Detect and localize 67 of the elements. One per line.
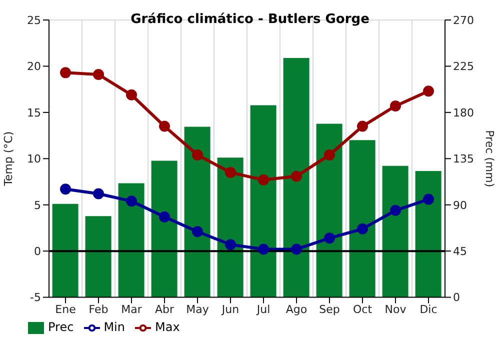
- point: [258, 174, 269, 186]
- y-tick-label: 15: [27, 106, 41, 120]
- point: [159, 120, 170, 132]
- point: [324, 149, 335, 160]
- y2-tick-label: 45: [453, 244, 467, 258]
- x-tick-label: Oct: [352, 303, 373, 316]
- bar: [316, 124, 342, 298]
- x-tick-label: May: [186, 303, 210, 316]
- point: [93, 188, 104, 200]
- point: [126, 89, 137, 100]
- point: [291, 170, 302, 182]
- y-axis-title: Temp (°C): [2, 131, 15, 187]
- x-tick-label: Jun: [220, 303, 240, 316]
- x-tick-label: Dic: [420, 303, 438, 316]
- bar: [250, 105, 276, 298]
- point: [390, 204, 401, 216]
- x-tick-label: Feb: [88, 303, 108, 316]
- point: [93, 69, 104, 80]
- point: [192, 149, 203, 160]
- y-tick-label: 20: [27, 60, 41, 74]
- x-tick-label: Ago: [286, 303, 308, 316]
- bar: [382, 166, 408, 298]
- y2-tick-label: 270: [453, 14, 474, 27]
- y2-axis-title: Prec (mm): [483, 130, 496, 188]
- x-tick-label: Nov: [384, 303, 407, 316]
- chart-title: Gráfico climático - Butlers Gorge: [130, 12, 370, 27]
- x-tick-label: Ene: [55, 303, 76, 316]
- point: [192, 226, 203, 238]
- point: [225, 167, 236, 178]
- x-tick-label: Jul: [256, 303, 270, 316]
- y-tick-label: 5: [34, 198, 41, 212]
- point: [291, 244, 302, 255]
- bar: [415, 170, 442, 298]
- x-tick-label: Abr: [154, 303, 174, 316]
- x-tick-label: Sep: [319, 303, 340, 316]
- point: [423, 194, 434, 205]
- bar: [349, 140, 376, 298]
- legend-label: Min: [104, 320, 125, 334]
- x-tick-label: Mar: [121, 303, 142, 316]
- legend-label: Prec: [48, 320, 74, 334]
- bar: [184, 126, 210, 298]
- y-tick-label: 25: [27, 14, 41, 27]
- legend-label: Max: [154, 320, 180, 334]
- y2-tick-label: 180: [453, 106, 474, 120]
- y-tick-label: 10: [27, 152, 41, 166]
- bar: [85, 216, 112, 298]
- y-tick-label: 0: [34, 244, 41, 258]
- point: [423, 86, 434, 97]
- point: [126, 196, 137, 207]
- bar: [151, 160, 178, 298]
- point: [357, 223, 368, 234]
- point: [225, 239, 236, 250]
- point: [390, 100, 401, 112]
- bar: [118, 183, 144, 298]
- bar: [283, 58, 310, 298]
- y2-tick-label: 0: [453, 291, 460, 304]
- point: [357, 120, 368, 132]
- point: [60, 67, 71, 78]
- bar: [52, 204, 78, 298]
- point: [60, 184, 71, 195]
- y-tick-label: -5: [30, 291, 41, 304]
- y2-tick-label: 90: [453, 198, 467, 212]
- point: [324, 232, 335, 244]
- y2-tick-label: 135: [453, 152, 474, 166]
- point: [159, 211, 170, 222]
- y2-tick-label: 225: [453, 60, 474, 74]
- point: [258, 244, 269, 255]
